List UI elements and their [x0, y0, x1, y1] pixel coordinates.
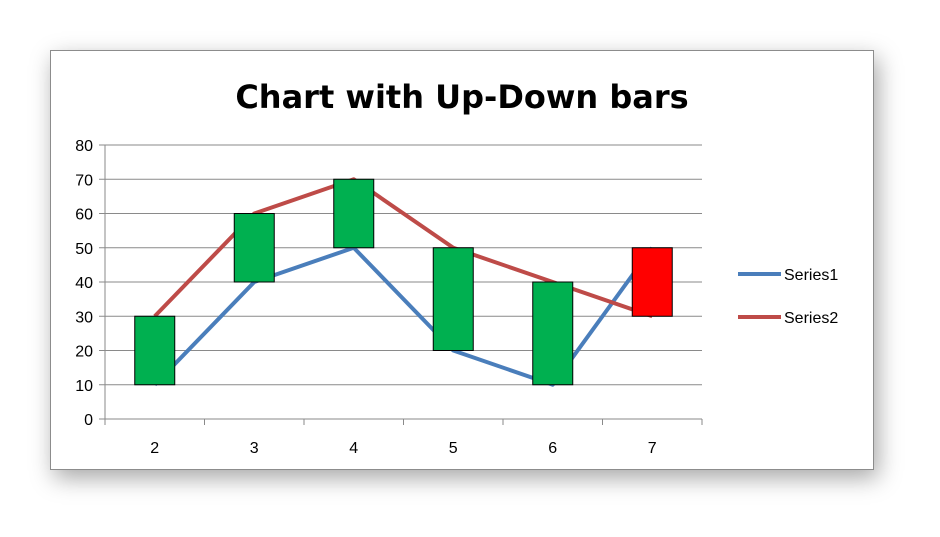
gridlines — [105, 144, 702, 386]
y-tick-label: 20 — [75, 344, 93, 361]
x-tick-label: 2 — [150, 440, 159, 457]
y-tick-label: 50 — [75, 241, 93, 258]
x-tick-label: 4 — [349, 440, 358, 457]
up-bar — [134, 315, 176, 386]
y-tick-label: 60 — [75, 207, 93, 224]
x-tick-label: 7 — [648, 440, 657, 457]
y-tick-label: 70 — [75, 172, 93, 189]
x-tick-label: 6 — [548, 440, 557, 457]
y-tick-label: 80 — [75, 138, 93, 155]
x-tick-label: 5 — [449, 440, 458, 457]
y-tick-label: 10 — [75, 378, 93, 395]
up-bar — [333, 178, 375, 249]
up-bar — [233, 213, 275, 283]
up-bar — [432, 247, 474, 351]
y-axis: 0 10 20 30 40 50 60 70 80 — [75, 138, 106, 429]
x-tick-label: 3 — [250, 440, 259, 457]
legend: Series1 Series2 — [738, 267, 838, 327]
down-bar — [631, 247, 673, 317]
y-tick-label: 30 — [75, 309, 93, 326]
legend-label: Series1 — [784, 267, 838, 284]
up-down-bars — [134, 178, 673, 386]
chart-title: Chart with Up-Down bars — [235, 78, 688, 116]
y-tick-label: 0 — [84, 412, 93, 429]
y-tick-label: 40 — [75, 275, 93, 292]
x-axis: 2 3 4 5 6 7 — [104, 418, 703, 457]
up-bar — [532, 281, 574, 386]
legend-label: Series2 — [784, 310, 838, 327]
